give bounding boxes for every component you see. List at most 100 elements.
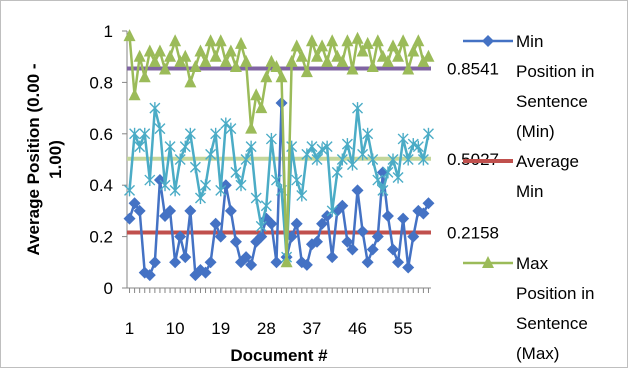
data-point bbox=[250, 235, 263, 248]
data-point bbox=[387, 243, 399, 256]
data-point bbox=[422, 127, 434, 140]
data-point bbox=[336, 199, 349, 212]
data-point bbox=[184, 204, 197, 217]
x-tick-label: 28 bbox=[257, 319, 276, 338]
data-point bbox=[356, 225, 369, 238]
data-point bbox=[159, 62, 171, 75]
data-point bbox=[285, 54, 298, 67]
series-0 bbox=[123, 96, 435, 282]
data-point bbox=[179, 49, 192, 62]
average-value-label: 0.8541 bbox=[447, 59, 499, 78]
data-point bbox=[372, 174, 384, 187]
data-point bbox=[133, 49, 146, 62]
data-point bbox=[260, 199, 272, 212]
data-point bbox=[482, 35, 494, 47]
series-4 bbox=[123, 29, 435, 268]
y-tick-label: 0.8 bbox=[89, 73, 113, 92]
data-point bbox=[250, 88, 263, 101]
data-point bbox=[148, 256, 161, 269]
data-point bbox=[159, 179, 171, 192]
y-tick-label: 1 bbox=[104, 22, 113, 41]
data-point bbox=[235, 36, 247, 49]
x-tick-label: 19 bbox=[211, 319, 230, 338]
data-point bbox=[134, 140, 146, 153]
y-tick-label: 0.2 bbox=[89, 228, 113, 247]
data-point bbox=[422, 197, 435, 210]
y-tick-label: 0.6 bbox=[89, 125, 113, 144]
data-point bbox=[407, 44, 420, 57]
data-point bbox=[362, 127, 374, 140]
y-tick-label: 0.4 bbox=[89, 176, 113, 195]
data-point bbox=[235, 256, 247, 269]
x-axis-title: Document # bbox=[230, 346, 328, 365]
data-point bbox=[270, 174, 282, 187]
data-point bbox=[331, 166, 343, 179]
x-tick-label: 37 bbox=[302, 319, 321, 338]
data-point bbox=[361, 36, 374, 49]
data-point bbox=[366, 59, 379, 72]
data-point bbox=[402, 261, 415, 274]
data-point bbox=[169, 34, 182, 47]
data-point bbox=[341, 138, 353, 151]
data-point bbox=[392, 49, 405, 62]
data-point bbox=[128, 197, 141, 210]
data-point bbox=[341, 235, 354, 248]
data-point bbox=[194, 192, 206, 205]
data-point bbox=[321, 140, 333, 153]
data-point bbox=[402, 62, 415, 75]
data-point bbox=[290, 39, 303, 52]
x-tick-label: 55 bbox=[394, 319, 413, 338]
data-point bbox=[270, 256, 283, 269]
legend-label: Average Min bbox=[516, 152, 579, 201]
data-point bbox=[397, 132, 409, 145]
data-point bbox=[214, 230, 227, 243]
data-point bbox=[397, 212, 410, 225]
data-point bbox=[199, 266, 212, 279]
data-point bbox=[356, 44, 369, 57]
data-point bbox=[199, 54, 212, 67]
data-point bbox=[275, 70, 288, 83]
data-point bbox=[164, 140, 176, 153]
data-point bbox=[179, 251, 192, 264]
y-title-line: 1.00) bbox=[46, 140, 65, 179]
data-point bbox=[316, 39, 329, 52]
data-point bbox=[295, 49, 308, 62]
x-tick-label: 46 bbox=[348, 319, 367, 338]
data-point bbox=[366, 243, 379, 256]
data-point bbox=[230, 166, 242, 179]
y-axis-title: Average Position (0.00 -1.00) bbox=[24, 63, 65, 255]
data-point bbox=[301, 148, 313, 161]
series-2 bbox=[124, 102, 434, 264]
data-point bbox=[123, 212, 136, 225]
data-point bbox=[164, 204, 177, 217]
data-point bbox=[189, 161, 201, 174]
data-point bbox=[336, 153, 348, 166]
data-point bbox=[387, 153, 399, 166]
data-point bbox=[204, 34, 217, 47]
data-point bbox=[235, 179, 247, 192]
data-point bbox=[129, 127, 141, 140]
data-point bbox=[265, 132, 277, 145]
data-point bbox=[219, 54, 232, 67]
data-point bbox=[240, 54, 253, 67]
data-point bbox=[311, 49, 323, 62]
data-point bbox=[245, 258, 258, 271]
data-point bbox=[367, 153, 379, 166]
data-point bbox=[255, 230, 268, 243]
data-point bbox=[412, 34, 425, 47]
legend-label: Min Position in Sentence (Min) bbox=[516, 32, 594, 141]
data-point bbox=[179, 140, 191, 153]
data-point bbox=[209, 217, 222, 230]
data-point bbox=[351, 184, 364, 197]
data-point bbox=[407, 230, 420, 243]
data-point bbox=[245, 121, 258, 134]
data-point bbox=[326, 251, 339, 264]
data-point bbox=[240, 251, 253, 264]
x-tick-label: 1 bbox=[125, 319, 134, 338]
data-point bbox=[194, 44, 207, 57]
data-point bbox=[351, 31, 364, 44]
data-point bbox=[215, 184, 227, 197]
data-point bbox=[291, 174, 303, 187]
legend-label: Max Position in Sentence (Max) bbox=[516, 254, 594, 363]
data-point bbox=[306, 140, 318, 153]
